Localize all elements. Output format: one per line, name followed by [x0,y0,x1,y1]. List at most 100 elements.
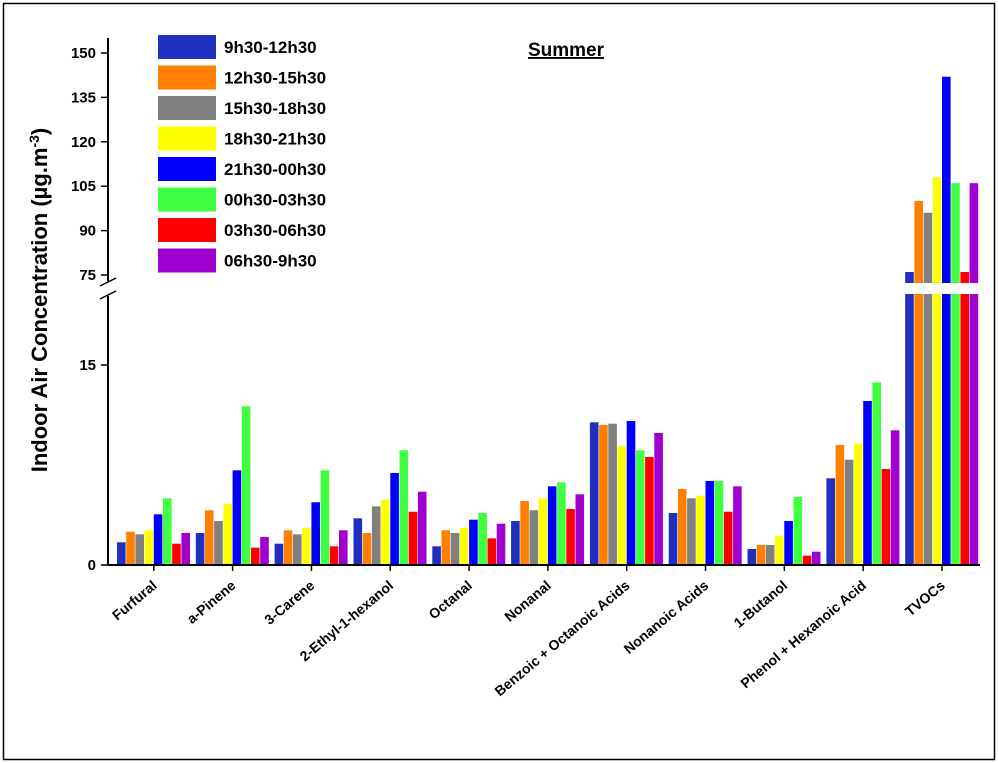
bar [854,443,863,565]
bar [450,533,460,565]
bar [654,433,663,565]
bar [260,537,269,565]
bar [181,533,190,565]
bar [496,523,506,565]
y-tick-label: 75 [79,267,96,284]
x-tick-label: Nonanoic Acids [621,577,712,657]
axis-break-mark [99,290,117,300]
bar [617,446,627,565]
bar [811,551,821,565]
bar [117,542,126,565]
y-tick-label: 105 [71,178,96,195]
bar [251,547,260,565]
bar [677,489,687,565]
bar [459,527,469,565]
bar [274,543,284,565]
legend-label: 9h30-12h30 [224,38,317,57]
bar [293,534,302,565]
bar [399,450,409,565]
bar [645,457,654,565]
bar [339,530,348,565]
legend-swatch [158,35,216,59]
bar [626,421,636,565]
bar [668,513,678,565]
bar [172,543,181,565]
bar [826,478,835,565]
legend-label: 15h30-18h30 [224,99,326,118]
bar [793,497,803,565]
bar [241,406,251,565]
bar [599,425,608,565]
bar [969,183,979,565]
bar [687,498,696,565]
bar [320,470,330,565]
bar [511,521,520,565]
bar [362,533,372,565]
bar [723,511,733,565]
bar [441,530,451,565]
legend-swatch [158,96,216,120]
y-tick-label: 120 [71,134,96,151]
legend-label: 03h30-06h30 [224,221,326,240]
bar [932,177,942,566]
legend-label: 18h30-21h30 [224,130,326,149]
legend-swatch [158,157,216,181]
y-tick-label: 90 [79,223,96,240]
axis-break-mark [99,277,117,287]
bar [487,538,497,565]
bar [329,546,339,565]
bar [283,530,293,565]
bar [371,506,381,565]
chart-title: Summer [528,40,605,61]
bar [863,401,872,565]
bar [547,486,557,565]
bar [775,535,784,565]
bar [381,499,390,565]
bar [557,482,566,565]
bar [756,545,766,565]
y-tick-label: 15 [79,357,96,374]
legend-label: 06h30-9h30 [224,252,317,271]
bar [432,546,441,565]
bar [951,183,960,565]
y-tick-label: 135 [71,89,96,106]
bar [135,534,144,565]
bar [195,533,205,565]
legend-swatch [158,126,216,151]
y-axis-title: Indoor Air Concentration (µg.m-3) [26,128,52,473]
bar [214,521,223,565]
bar [802,555,812,565]
legend-swatch [158,218,216,242]
bar [589,422,599,565]
bar [232,470,242,565]
bar [942,76,951,565]
bar [163,498,172,565]
bar [575,494,585,565]
bar [417,491,427,565]
bar [311,502,320,565]
bar [960,272,969,565]
bar [835,445,845,565]
bar [844,459,854,565]
bar [765,545,775,565]
x-tick-label: TVOCs [902,577,948,619]
y-tick-label: 0 [88,557,96,574]
x-tick-label: 1-Butanol [731,577,791,631]
bar [714,481,724,565]
axis-break-gap [96,283,985,294]
bar [905,272,914,565]
bar [747,549,757,565]
legend-swatch [158,248,216,273]
legend-swatch [158,65,216,90]
bar [784,521,793,565]
bar [566,509,575,565]
bar [608,423,617,565]
bar [302,527,311,565]
bar [881,469,891,565]
bar [520,501,529,565]
x-tick-label: Furfural [109,577,160,623]
bar [923,212,933,566]
